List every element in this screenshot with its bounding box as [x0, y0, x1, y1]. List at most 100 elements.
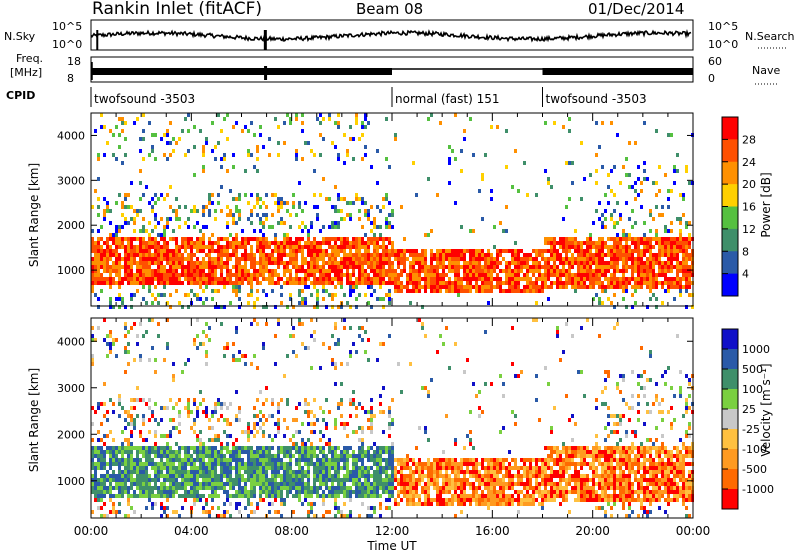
data-cell — [142, 482, 145, 486]
data-cell — [685, 261, 688, 265]
data-cell — [601, 281, 604, 285]
data-cell — [133, 293, 136, 297]
data-cell — [316, 446, 319, 450]
data-cell — [352, 398, 355, 402]
data-cell — [406, 454, 409, 458]
data-cell — [205, 486, 208, 490]
data-cell — [265, 470, 268, 474]
data-cell — [331, 237, 334, 241]
data-cell — [127, 442, 130, 446]
data-cell — [256, 414, 259, 418]
data-cell — [544, 261, 547, 265]
data-cell — [445, 326, 448, 330]
data-cell — [370, 474, 373, 478]
data-cell — [139, 458, 142, 462]
data-cell — [646, 237, 649, 241]
data-cell — [286, 470, 289, 474]
data-cell — [439, 474, 442, 478]
data-cell — [211, 506, 214, 510]
data-cell — [610, 237, 613, 241]
data-cell — [124, 450, 127, 454]
data-cell — [331, 458, 334, 462]
data-cell — [442, 249, 445, 253]
data-cell — [301, 289, 304, 293]
data-cell — [295, 281, 298, 285]
data-cell — [94, 470, 97, 474]
data-cell — [454, 265, 457, 269]
data-cell — [130, 261, 133, 265]
data-cell — [658, 281, 661, 285]
data-cell — [517, 277, 520, 281]
data-cell — [679, 293, 682, 297]
data-cell — [346, 265, 349, 269]
data-cell — [646, 241, 649, 245]
data-cell — [673, 249, 676, 253]
data-cell — [358, 426, 361, 430]
data-cell — [97, 486, 100, 490]
data-cell — [163, 229, 166, 233]
data-cell — [244, 277, 247, 281]
data-cell — [445, 486, 448, 490]
data-cell — [208, 261, 211, 265]
data-cell — [370, 269, 373, 273]
data-cell — [259, 265, 262, 269]
data-cell — [265, 482, 268, 486]
data-cell — [193, 498, 196, 502]
data-cell — [550, 285, 553, 289]
data-cell — [679, 217, 682, 221]
data-cell — [487, 277, 490, 281]
data-cell — [391, 422, 394, 426]
data-cell — [124, 121, 127, 125]
data-cell — [199, 269, 202, 273]
data-cell — [250, 450, 253, 454]
data-cell — [142, 257, 145, 261]
data-cell — [331, 462, 334, 466]
data-cell — [403, 478, 406, 482]
data-cell — [577, 281, 580, 285]
data-cell — [172, 362, 175, 366]
data-cell — [217, 253, 220, 257]
data-cell — [619, 281, 622, 285]
data-cell — [262, 402, 265, 406]
data-cell — [208, 462, 211, 466]
data-cell — [154, 245, 157, 249]
data-cell — [199, 129, 202, 133]
data-cell — [106, 265, 109, 269]
data-cell — [415, 478, 418, 482]
data-cell — [547, 181, 550, 185]
data-cell — [214, 486, 217, 490]
data-cell — [253, 466, 256, 470]
data-cell — [439, 261, 442, 265]
data-cell — [256, 261, 259, 265]
data-cell — [328, 462, 331, 466]
data-cell — [364, 117, 367, 121]
data-cell — [145, 470, 148, 474]
data-cell — [169, 478, 172, 482]
data-cell — [685, 289, 688, 293]
data-cell — [106, 257, 109, 261]
data-cell — [181, 486, 184, 490]
data-cell — [688, 237, 691, 241]
data-cell — [235, 241, 238, 245]
data-cell — [412, 494, 415, 498]
data-cell — [301, 221, 304, 225]
data-cell — [340, 217, 343, 221]
data-cell — [394, 137, 397, 141]
data-cell — [568, 281, 571, 285]
data-cell — [382, 450, 385, 454]
data-cell — [310, 253, 313, 257]
data-cell — [130, 458, 133, 462]
data-cell — [661, 281, 664, 285]
data-cell — [322, 281, 325, 285]
data-cell — [421, 470, 424, 474]
data-cell — [133, 418, 136, 422]
data-cell — [529, 257, 532, 261]
data-cell — [406, 273, 409, 277]
data-cell — [667, 269, 670, 273]
data-cell — [133, 281, 136, 285]
data-cell — [235, 454, 238, 458]
data-cell — [658, 245, 661, 249]
data-cell — [124, 269, 127, 273]
data-cell — [586, 261, 589, 265]
data-cell — [367, 265, 370, 269]
